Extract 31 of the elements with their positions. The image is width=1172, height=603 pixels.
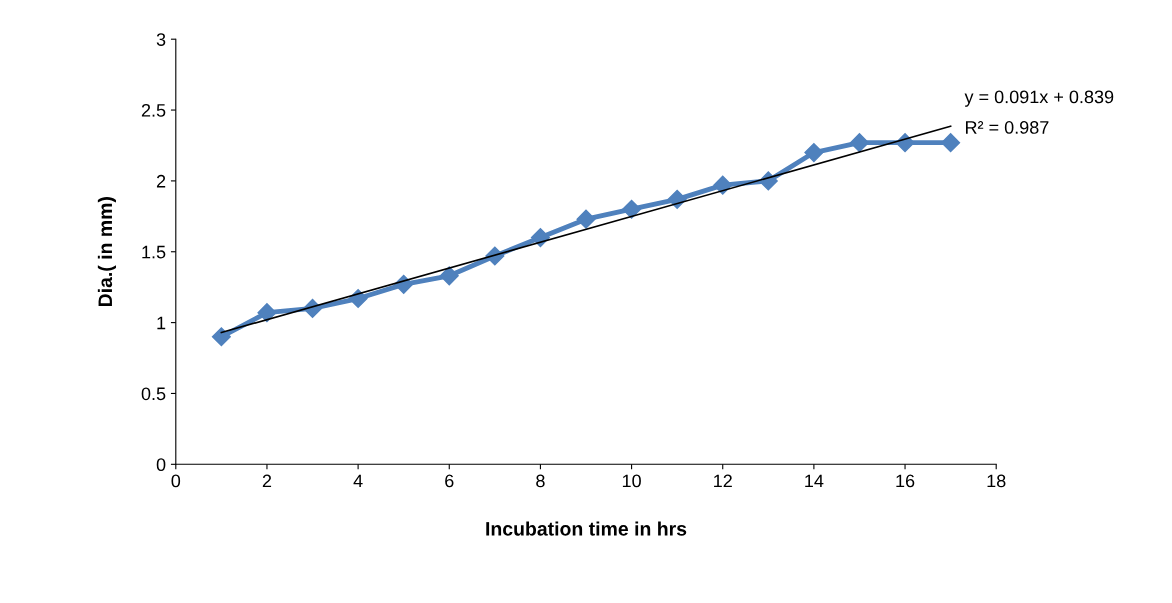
y-tick-label: 1 [157,316,166,330]
x-tick-label: 4 [353,474,363,488]
x-tick-label: 18 [987,474,1006,488]
annotation: y = 0.091x + 0.839 [964,90,1114,107]
point [257,303,277,323]
x-tick-label: 0 [171,474,181,488]
point [348,288,368,309]
x-tick-label: 16 [896,474,915,488]
point [849,133,870,153]
x-axis-title: Incubation time in hrs [486,521,687,536]
y-tick-label: 0 [156,458,166,472]
annotation: R² = 0.987 [965,121,1049,134]
x-tick-label: 10 [622,474,641,488]
x-tick-label: 2 [262,474,272,488]
y-tick-label: 3 [156,33,166,46]
point [622,199,642,219]
y-tick-label: 2 [156,174,166,188]
point [576,209,596,229]
point [941,133,961,153]
y-tick-label: 1.5 [142,245,166,259]
point [713,175,733,195]
point [211,327,231,347]
y-tick-label: 0.5 [141,387,166,401]
y-axis-title: Dia.( in mm) [97,197,116,307]
point [439,266,459,286]
x-tick-label: 14 [805,474,824,488]
x-tick-label: 12 [714,474,732,488]
point [804,143,824,163]
x-tick-label: 8 [536,474,545,488]
y-tick-label: 2.5 [141,103,166,117]
x-tick-label: 6 [445,474,454,488]
